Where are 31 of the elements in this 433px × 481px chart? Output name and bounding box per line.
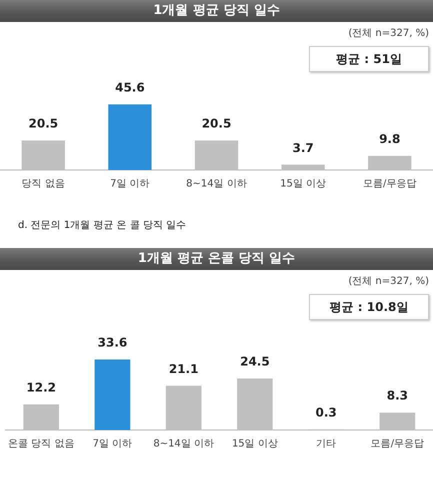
bar	[108, 104, 152, 170]
data-label: 33.6	[98, 336, 128, 350]
x-tick-label: 당직 없음	[22, 178, 65, 190]
data-label: 12.2	[26, 380, 56, 395]
x-tick-label: 15일 이상	[232, 438, 278, 450]
x-tick-label: 8~14일 이하	[186, 178, 247, 190]
data-label: 24.5	[240, 354, 270, 369]
x-tick-label: 15일 이상	[280, 178, 326, 190]
text: 평균 : 10.8일	[309, 294, 429, 320]
chart-title: 1개월 평균 당직 일수	[0, 0, 433, 22]
data-label: 21.1	[168, 362, 198, 376]
data-label: 20.5	[202, 116, 232, 131]
x-tick-label: 7일 이하	[92, 438, 132, 450]
x-tick-label: 모름/무응답	[363, 178, 416, 190]
bar	[94, 359, 130, 430]
x-tick-label: 온콜 당직 없음	[8, 438, 74, 450]
x-tick-label: 8~14일 이하	[153, 438, 214, 450]
text: d. 전문의 1개월 평균 온 콜 당직 일수	[17, 219, 188, 233]
chart-title: 1개월 평균 온콜 당직 일수	[0, 248, 433, 270]
data-label: 8.3	[386, 388, 408, 403]
x-tick-label: 모름/무응답	[370, 438, 424, 450]
text: (전체 n=327, %)	[347, 27, 430, 40]
x-tick-label: 기타	[316, 438, 336, 450]
data-label: 0.3	[316, 405, 337, 420]
data-label: 45.6	[115, 80, 145, 94]
data-label: 9.8	[379, 132, 400, 146]
x-tick-label: 7일 이하	[110, 178, 150, 190]
text: (전체 n=327, %)	[347, 275, 430, 288]
text: 평균 : 51일	[309, 46, 429, 72]
data-label: 3.7	[292, 140, 314, 155]
data-label: 20.5	[28, 116, 58, 131]
